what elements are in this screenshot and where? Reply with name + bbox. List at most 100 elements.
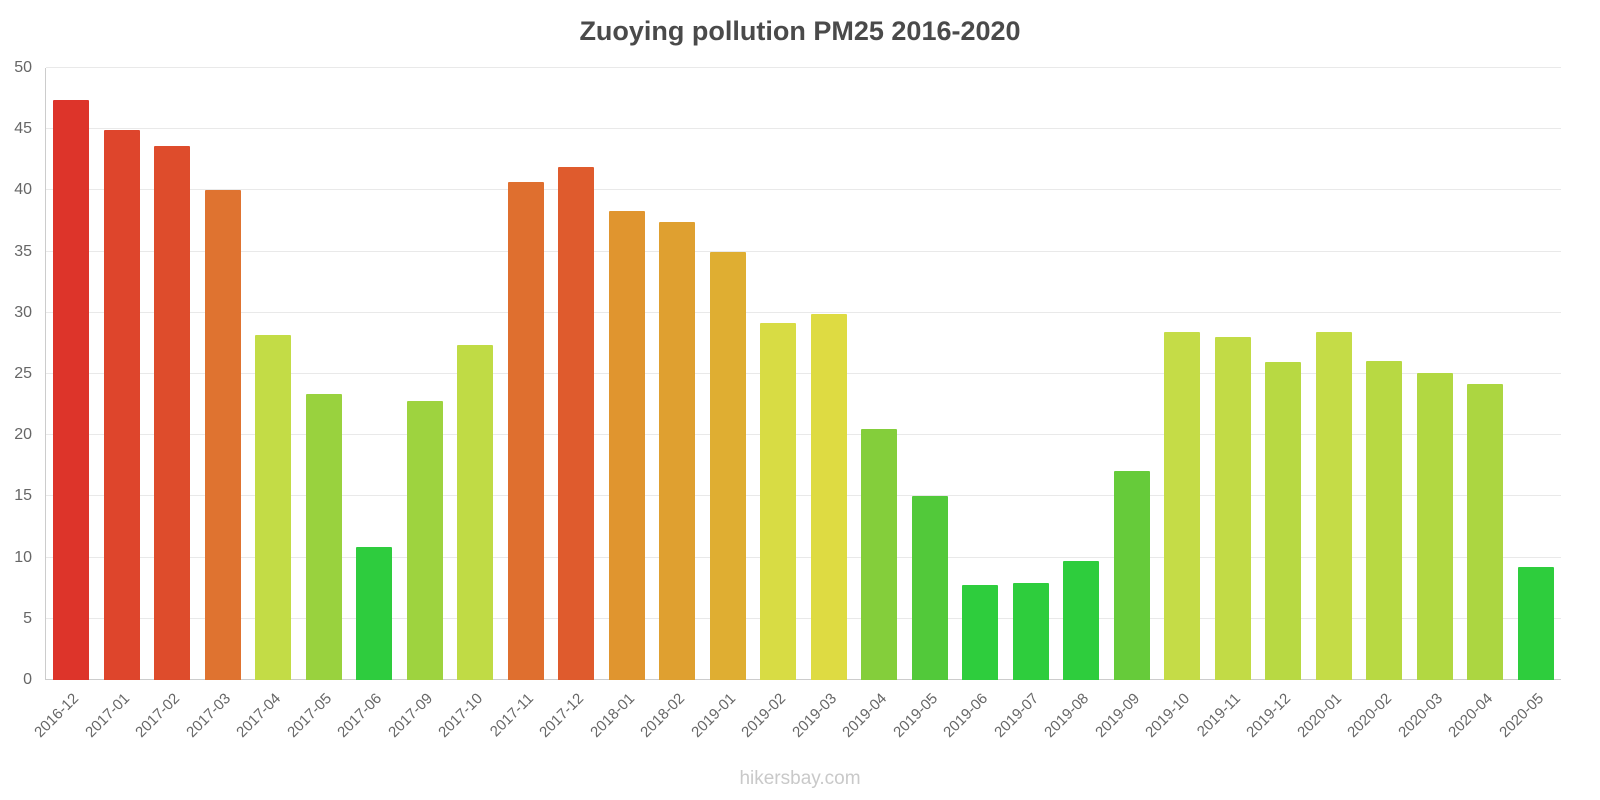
bar-2019-09 bbox=[1113, 470, 1150, 680]
bar-2017-10 bbox=[457, 344, 494, 680]
bar-2017-09 bbox=[406, 400, 443, 680]
y-tick-label: 45 bbox=[14, 120, 32, 138]
bar-slot bbox=[905, 68, 956, 680]
bar-slot bbox=[400, 68, 451, 680]
bar-2017-06 bbox=[356, 546, 393, 680]
x-tick-label: 2017-02 bbox=[132, 690, 184, 741]
bar-slot bbox=[1460, 68, 1511, 680]
bar-slot bbox=[703, 68, 754, 680]
bar-slot bbox=[97, 68, 148, 680]
gridline-10 bbox=[46, 556, 1561, 558]
gridline-15 bbox=[46, 495, 1561, 497]
y-tick-label: 10 bbox=[14, 548, 32, 566]
bar-2020-01 bbox=[1315, 332, 1352, 680]
x-tick-label: 2019-06 bbox=[940, 690, 992, 741]
bar-slot bbox=[602, 68, 653, 680]
x-tick-label: 2019-11 bbox=[1193, 690, 1244, 741]
bar-2020-02 bbox=[1366, 360, 1403, 680]
y-tick-label: 35 bbox=[14, 242, 32, 260]
bar-2019-11 bbox=[1214, 337, 1251, 680]
y-tick-label: 15 bbox=[14, 487, 32, 505]
bar-2016-12 bbox=[53, 99, 90, 680]
bar-2017-05 bbox=[305, 393, 342, 680]
bar-2017-01 bbox=[103, 130, 140, 680]
bar-slot bbox=[1359, 68, 1410, 680]
y-tick-label: 5 bbox=[23, 609, 32, 627]
x-tick-label: 2020-02 bbox=[1344, 690, 1396, 741]
x-tick-label: 2019-04 bbox=[839, 690, 891, 741]
plot-area bbox=[45, 67, 1561, 680]
x-tick-label: 2019-01 bbox=[687, 690, 739, 741]
x-tick-label: 2017-09 bbox=[384, 690, 436, 741]
x-tick-label: 2018-01 bbox=[586, 690, 638, 741]
x-tick-label: 2019-05 bbox=[889, 690, 941, 741]
y-tick-label: 50 bbox=[14, 59, 32, 76]
x-tick-label: 2020-05 bbox=[1495, 690, 1547, 741]
gridlines bbox=[46, 67, 1561, 680]
x-tick-label: 2019-10 bbox=[1142, 690, 1194, 741]
gridline-45 bbox=[46, 128, 1561, 130]
bar-slot bbox=[349, 68, 400, 680]
x-tick-label: 2017-06 bbox=[334, 690, 386, 741]
bar-slot bbox=[1006, 68, 1057, 680]
bar-slot bbox=[1309, 68, 1360, 680]
bar-slot bbox=[46, 68, 97, 680]
bar-slot bbox=[1157, 68, 1208, 680]
bar-2017-11 bbox=[507, 181, 544, 680]
x-tick-label: 2016-12 bbox=[31, 690, 83, 741]
bar-slot bbox=[1107, 68, 1158, 680]
bar-slot bbox=[1258, 68, 1309, 680]
gridline-25 bbox=[46, 373, 1561, 374]
bar-slot bbox=[652, 68, 703, 680]
bar-slot bbox=[147, 68, 198, 680]
bar-2019-10 bbox=[1164, 332, 1201, 680]
bar-slot bbox=[1511, 68, 1562, 680]
bar-2019-12 bbox=[1265, 361, 1302, 680]
bar-slot bbox=[450, 68, 501, 680]
bar-slot bbox=[804, 68, 855, 680]
gridline-0 bbox=[46, 679, 1561, 680]
y-tick-label: 30 bbox=[14, 303, 32, 321]
x-tick-label: 2019-02 bbox=[738, 690, 790, 741]
bar-2018-01 bbox=[608, 211, 645, 680]
bar-slot bbox=[198, 68, 249, 680]
gridline-50 bbox=[46, 67, 1561, 68]
x-tick-label: 2019-03 bbox=[788, 690, 840, 741]
bar-2019-01 bbox=[709, 251, 746, 680]
x-tick-label: 2017-12 bbox=[536, 690, 588, 741]
x-tick-label: 2017-03 bbox=[182, 690, 234, 741]
x-tick-label: 2019-07 bbox=[990, 690, 1042, 741]
gridline-20 bbox=[46, 434, 1561, 436]
bar-2017-12 bbox=[558, 167, 595, 680]
bar-2020-05 bbox=[1517, 567, 1554, 680]
x-tick-label: 2017-10 bbox=[435, 690, 487, 741]
bar-2019-07 bbox=[1012, 583, 1049, 680]
x-tick-label: 2020-04 bbox=[1445, 690, 1497, 741]
bars-container bbox=[46, 68, 1561, 680]
bar-2019-03 bbox=[810, 314, 847, 680]
y-axis: 0 5 10 15 20 25 30 35 40 45 50 bbox=[0, 60, 40, 688]
y-tick-label: 25 bbox=[14, 365, 32, 382]
x-tick-label: 2017-04 bbox=[233, 690, 285, 741]
bar-2019-02 bbox=[760, 322, 797, 680]
x-tick-label: 2017-01 bbox=[81, 690, 133, 741]
bar-slot bbox=[248, 68, 299, 680]
bar-2019-08 bbox=[1063, 561, 1100, 680]
x-tick-label: 2017-11 bbox=[486, 690, 537, 741]
gridline-40 bbox=[46, 189, 1561, 191]
x-tick-label: 2019-08 bbox=[1041, 690, 1093, 741]
bar-2019-04 bbox=[861, 429, 898, 680]
watermark: hikersbay.com bbox=[739, 768, 861, 789]
bar-2017-04 bbox=[255, 334, 292, 680]
bar-2020-04 bbox=[1467, 383, 1504, 680]
bar-slot bbox=[753, 68, 804, 680]
x-tick-label: 2017-05 bbox=[283, 690, 335, 741]
bar-slot bbox=[551, 68, 602, 680]
gridline-35 bbox=[46, 250, 1561, 252]
bar-slot bbox=[955, 68, 1006, 680]
bar-2019-05 bbox=[911, 496, 948, 680]
bar-slot bbox=[1056, 68, 1107, 680]
x-tick-label: 2020-03 bbox=[1394, 690, 1446, 741]
y-tick-label: 40 bbox=[14, 181, 32, 199]
